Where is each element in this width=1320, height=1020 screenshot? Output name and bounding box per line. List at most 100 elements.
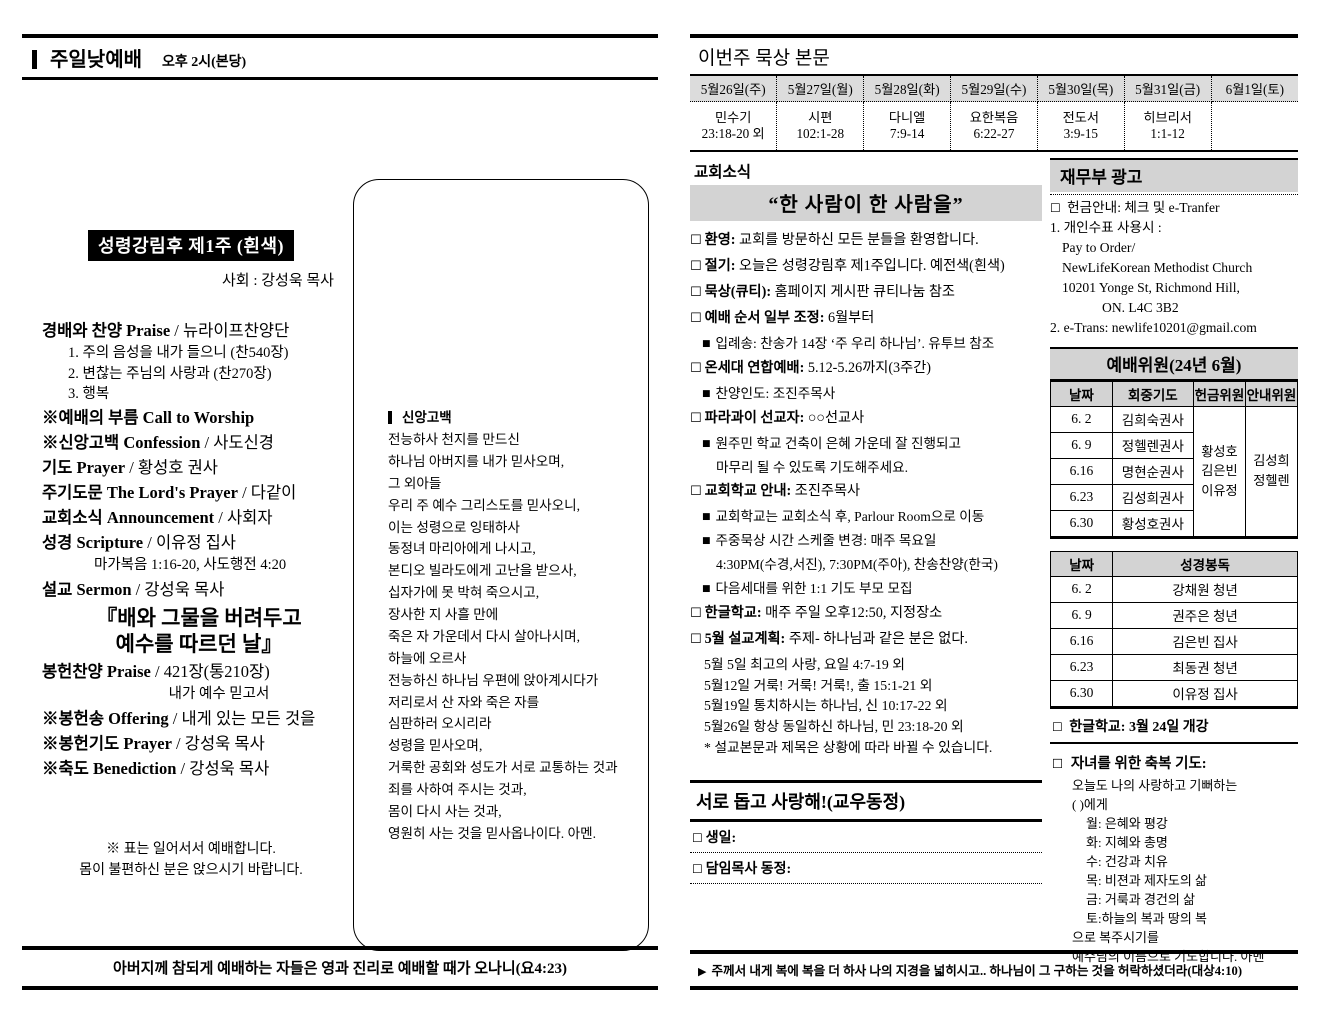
left-footer: 아버지께 참되게 예배하는 자들은 영과 진리로 예배할 때가 오나니(요4:2… bbox=[22, 946, 658, 990]
square-bullet-icon: ■ bbox=[702, 584, 711, 595]
news-subitem: ■ 찬양인도: 조진주목사 bbox=[690, 384, 1042, 404]
right-rule-top bbox=[690, 34, 1298, 38]
committee-row: 6. 9 정헬렌권사 bbox=[1050, 431, 1298, 459]
creed-line: 전능하신 하나님 우편에 앉아계시다가 bbox=[388, 672, 599, 688]
meditation-book: 민수기 bbox=[714, 109, 752, 125]
service-title: 주일낮예배 bbox=[50, 49, 142, 71]
news-item-label: 절기: bbox=[704, 258, 736, 275]
fellowship-rule-top bbox=[690, 780, 1042, 784]
order-item-en: Benediction bbox=[93, 759, 177, 779]
order-item-who: 내게 있는 모든 것을 bbox=[181, 709, 316, 729]
news-subitem: ■ 다음세대를 위한 1:1 기도 부모 모집 bbox=[690, 579, 1042, 599]
order-item: ※신앙고백 Confession / 사도신경 bbox=[42, 430, 356, 455]
news-subitem-text: 교회학교는 교회소식 후, Parlour Room으로 이동 bbox=[715, 509, 985, 525]
committee-date: 6. 2 bbox=[1050, 405, 1113, 433]
meditation-reference-cell bbox=[1210, 101, 1298, 152]
hymn-item: 1. 주의 음성을 내가 들으니 (찬540장) bbox=[68, 345, 289, 362]
hangul-school-note: ☐ 한글학교: 3월 24일 개강 bbox=[1052, 719, 1209, 735]
order-item-who: 황성호 권사 bbox=[137, 457, 218, 477]
news-item-text: 매주 주일 오후12:50, 지정장소 bbox=[761, 604, 943, 621]
blessing-body: 오늘도 나의 사랑하고 기뻐하는 ( )에게 월: 은혜와 평강 화: 지혜와 총명 수… bbox=[1050, 777, 1298, 967]
creed-line: 본디오 빌라도에게 고난을 받으사, bbox=[388, 563, 577, 579]
blessing-line: 화: 지혜와 총명 bbox=[1086, 834, 1168, 850]
news-item-text: 교회를 방문하신 모든 분들을 환영합니다. bbox=[735, 232, 979, 248]
reading-column-header: 날짜 bbox=[1049, 550, 1114, 577]
fellowship-row-label: 생일: bbox=[705, 831, 737, 847]
news-item: ☐ 환영: 교회를 방문하신 모든 분들을 환영합니다. bbox=[690, 230, 1042, 251]
meditation-day-header: 5월29일(수) bbox=[950, 74, 1038, 102]
meditation-verses: 7:9-14 bbox=[889, 126, 925, 141]
square-bullet-icon: ■ bbox=[702, 388, 711, 399]
liturgical-season-badge: 성령강림후 제1주 (흰색) bbox=[87, 230, 295, 261]
committee-column-header: 안내위원 bbox=[1244, 380, 1299, 407]
order-item-ko: 기도 bbox=[42, 457, 73, 477]
news-subitem-text: 찬양인도: 조진주목사 bbox=[715, 385, 836, 401]
news-item-label: 환영: bbox=[704, 232, 736, 248]
finance-line-text: Pay to Order/ bbox=[1062, 239, 1136, 255]
order-item-separator: / bbox=[125, 457, 138, 477]
news-subitem: ■ 주중묵상 시간 스케줄 변경: 매주 목요일 bbox=[690, 531, 1042, 551]
news-item: ☐ 묵상(큐티): 홈페이지 게시판 큐티나눔 참조 bbox=[690, 282, 1042, 303]
order-item-en: Praise bbox=[126, 321, 171, 340]
left-body: 신앙고백 전능하사 천지를 만드신 하나님 아버지를 내가 믿사오며, 그 외아들 우… bbox=[22, 80, 658, 960]
order-item-ko: 경배와 찬양 bbox=[42, 321, 123, 340]
creed-line: 성령을 믿사오며, bbox=[388, 738, 483, 754]
news-item: ☐ 온세대 연합예배: 5.12-5.26까지(3주간) bbox=[690, 358, 1042, 379]
news-item: ☐ 교회학교 안내: 조진주목사 bbox=[690, 481, 1042, 502]
order-item: 성경 Scripture / 이유정 집사 bbox=[42, 530, 356, 555]
order-item: 주기도문 The Lord's Prayer / 다같이 bbox=[42, 480, 356, 505]
order-item-who: 강성욱 목사 bbox=[184, 734, 265, 754]
order-item-separator: / bbox=[214, 508, 227, 528]
creed-line: 거룩한 공회와 성도가 서로 교통하는 것과 bbox=[388, 760, 618, 776]
finance-line: NewLifeKorean Methodist Church bbox=[1050, 258, 1298, 278]
committee-row: 6.16 명현순권사 bbox=[1050, 457, 1298, 485]
news-item-text: ○○선교사 bbox=[804, 409, 865, 426]
sermon-plan-item: 5월12일 거룩! 거룩! 거룩!, 출 15:1-21 외 bbox=[704, 677, 933, 693]
meditation-reference-cell: 다니엘 7:9-14 bbox=[863, 101, 952, 152]
bar-marker-icon bbox=[388, 411, 392, 424]
creed-line: 하나님 아버지를 내가 믿사오며, bbox=[388, 453, 565, 469]
reading-name: 강채원 청년 bbox=[1112, 575, 1298, 603]
meditation-day-header: 5월31일(금) bbox=[1123, 74, 1212, 102]
reading-table-end-rule bbox=[1050, 706, 1298, 709]
fellowship-rule-mid bbox=[690, 819, 1042, 823]
triangle-bullet-icon: ▶ bbox=[698, 965, 707, 978]
meditation-reference-cell: 요한복음 6:22-27 bbox=[950, 101, 1038, 152]
news-item-label: 묵상(큐티): bbox=[704, 284, 772, 301]
news-subitem: ■ 교회학교는 교회소식 후, Parlour Room으로 이동 bbox=[690, 507, 1042, 527]
blessing-line: 월: 은혜와 평강 bbox=[1086, 815, 1168, 831]
hymn-item: 2. 변찮는 주님의 사랑과 (찬270장) bbox=[68, 365, 272, 382]
blessing-title: ☐ 자녀를 위한 축복 기도: bbox=[1052, 755, 1207, 772]
header-rule-top bbox=[22, 34, 658, 38]
meditation-reference-cell: 민수기 23:18-20 외 bbox=[690, 101, 778, 152]
member-name: 이유정 bbox=[1201, 483, 1238, 499]
committee-column-header: 헌금위원 bbox=[1192, 380, 1246, 407]
hymn-list: 1. 주의 음성을 내가 들으니 (찬540장) 2. 변찮는 주님의 사랑과 (… bbox=[42, 343, 356, 405]
order-item-separator: / bbox=[168, 709, 182, 729]
church-news-title: 교회소식 bbox=[694, 164, 752, 181]
order-item: ※봉헌송 Offering / 내게 있는 모든 것을 bbox=[42, 706, 356, 731]
sermon-plan-item: 5월 5일 최고의 사랑, 요일 4:7-19 외 bbox=[704, 656, 905, 672]
committee-table: 날짜 회중기도 헌금위원 안내위원 6. 2 김희숙권사 황성호 김은빈 이유정 김성희 정헬렌 6… bbox=[1050, 380, 1299, 537]
blessing-line: 수: 건강과 치유 bbox=[1086, 853, 1168, 869]
meditation-title: 이번주 묵상 본문 bbox=[698, 48, 830, 69]
blessing-line: 금: 거룩과 경건의 삶 bbox=[1086, 891, 1196, 907]
order-of-worship: 성령강림후 제1주 (흰색) 사회 : 강성욱 목사 경배와 찬양 Praise… bbox=[26, 230, 356, 881]
sermon-plan-item: * 설교본문과 제목은 상황에 따라 바뀔 수 있습니다. bbox=[704, 739, 993, 755]
checkbox-icon: ☐ bbox=[690, 259, 702, 275]
news-item-text: 조진주목사 bbox=[791, 483, 861, 500]
committee-offering-members: 황성호 김은빈 이유정 bbox=[1192, 405, 1246, 537]
header-rule-bottom bbox=[22, 77, 658, 80]
committee-caption: 예배위원(24년 6월) bbox=[1050, 346, 1298, 381]
creed-line: 동정녀 마리아에게 나시고, bbox=[388, 541, 536, 557]
meditation-verses: 1:1-12 bbox=[1150, 126, 1185, 141]
reading-name: 김은빈 집사 bbox=[1112, 627, 1298, 655]
order-item-who: 이유정 집사 bbox=[155, 533, 236, 553]
committee-table-end-rule bbox=[1050, 536, 1298, 539]
committee-header-row: 날짜 회중기도 헌금위원 안내위원 bbox=[1050, 380, 1299, 407]
order-item-ko: 설교 bbox=[42, 580, 73, 600]
news-item-text: 홈페이지 게시판 큐티나눔 참조 bbox=[771, 284, 955, 301]
square-bullet-icon: ■ bbox=[702, 512, 711, 523]
order-item: ※봉헌기도 Prayer / 강성욱 목사 bbox=[42, 731, 356, 756]
